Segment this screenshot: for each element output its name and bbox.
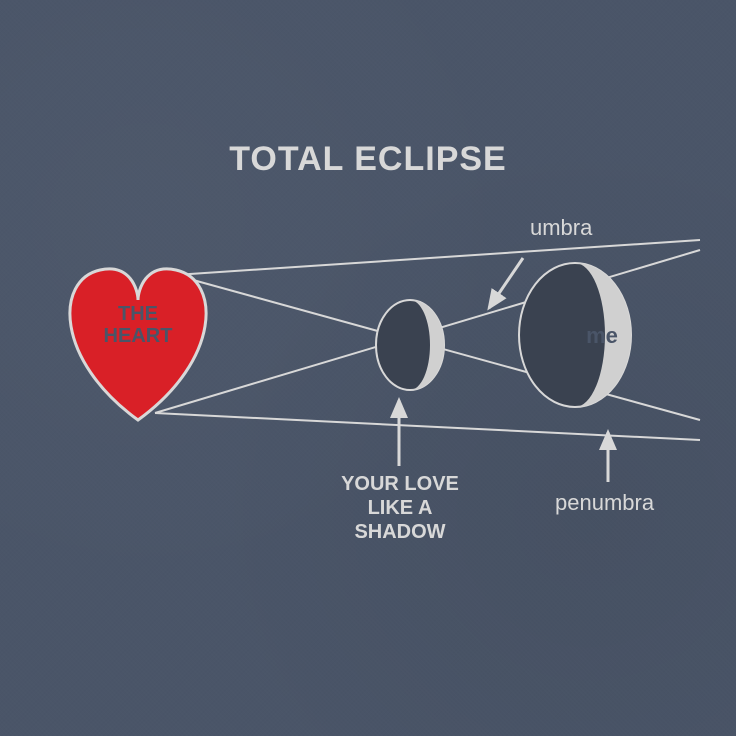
yourlove-annotation: YOUR LOVE LIKE A SHADOW xyxy=(341,400,459,543)
heart-shape: THE HEART xyxy=(70,269,206,420)
penumbra-annotation: penumbra xyxy=(555,432,655,515)
penumbra-label: penumbra xyxy=(555,490,655,515)
diagram-title: TOTAL ECLIPSE xyxy=(229,140,506,178)
me-label: me xyxy=(586,323,618,348)
heart-label-line2: HEART xyxy=(104,325,173,347)
moon-body xyxy=(376,300,444,390)
yourlove-line3: SHADOW xyxy=(354,521,445,543)
eclipse-diagram: TOTAL ECLIPSE THE HEART me umbra penumbr… xyxy=(0,0,736,736)
umbra-label: umbra xyxy=(530,215,593,240)
yourlove-line2: LIKE A xyxy=(368,497,433,519)
me-body: me xyxy=(519,263,631,407)
heart-label-line1: THE xyxy=(118,303,158,325)
yourlove-line1: YOUR LOVE xyxy=(341,473,459,495)
